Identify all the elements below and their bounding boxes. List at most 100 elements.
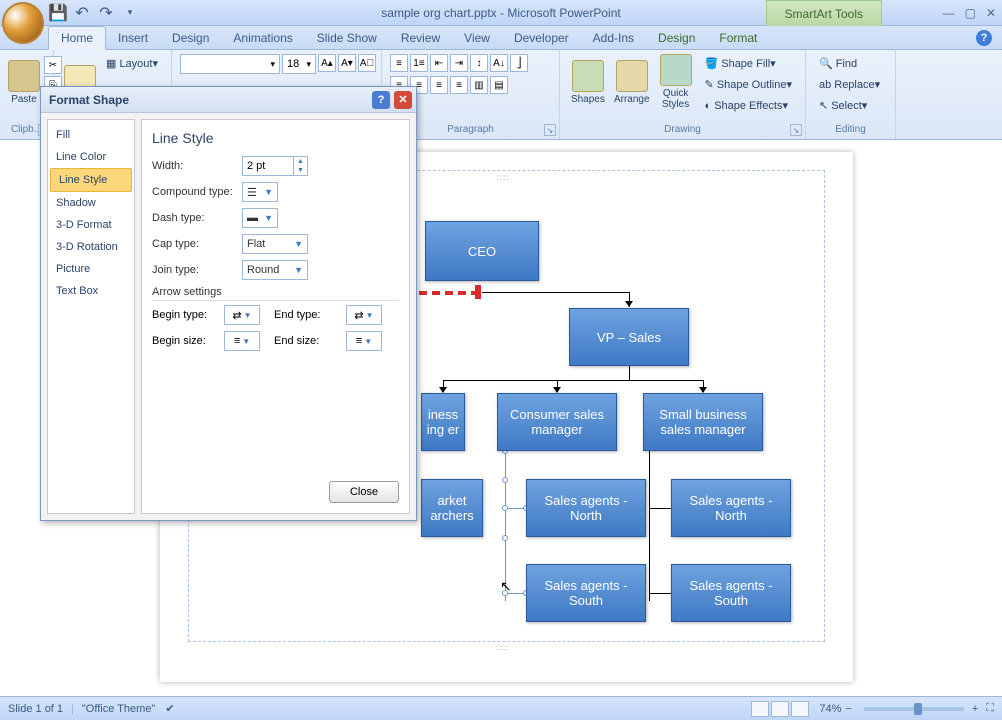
- end-size-dropdown[interactable]: ≡▼: [346, 331, 382, 351]
- columns-icon[interactable]: ▥: [470, 76, 488, 94]
- quick-styles-button[interactable]: Quick Styles: [656, 54, 696, 110]
- shape-fill-button[interactable]: 🪣 Shape Fill ▾: [700, 54, 797, 73]
- tab-slideshow[interactable]: Slide Show: [305, 27, 389, 49]
- connector-handle[interactable]: [502, 590, 508, 596]
- text-direction-icon[interactable]: A↓: [490, 54, 508, 72]
- bullets-icon[interactable]: ≡: [390, 54, 408, 72]
- width-input[interactable]: [243, 160, 293, 172]
- close-button[interactable]: Close: [329, 481, 399, 503]
- paragraph-launcher[interactable]: ↘: [544, 124, 556, 136]
- shrink-font-icon[interactable]: A▾: [338, 54, 356, 72]
- org-node-biz[interactable]: iness ing er: [421, 393, 465, 451]
- help-icon[interactable]: ?: [976, 30, 992, 46]
- tab-review[interactable]: Review: [389, 27, 452, 49]
- spin-down-icon[interactable]: ▼: [294, 166, 307, 175]
- cap-dropdown[interactable]: Flat▼: [242, 234, 308, 254]
- minimize-icon[interactable]: —: [943, 6, 955, 20]
- tab-addins[interactable]: Add-Ins: [581, 27, 646, 49]
- nav-3d-format[interactable]: 3-D Format: [48, 214, 134, 236]
- fit-window-icon[interactable]: ⛶: [986, 702, 994, 715]
- paste-button[interactable]: Paste: [8, 54, 40, 110]
- shape-outline-button[interactable]: ✎ Shape Outline ▾: [700, 75, 797, 94]
- close-window-icon[interactable]: ✕: [986, 6, 996, 20]
- frame-handle-bottom[interactable]: [497, 637, 517, 645]
- spin-up-icon[interactable]: ▲: [294, 157, 307, 166]
- org-node-vp[interactable]: VP – Sales: [569, 308, 689, 366]
- dialog-titlebar[interactable]: Format Shape ? ✕: [41, 87, 416, 113]
- nav-line-color[interactable]: Line Color: [48, 146, 134, 168]
- line-spacing-icon[interactable]: ↕: [470, 54, 488, 72]
- sorter-view-icon[interactable]: [771, 701, 789, 717]
- compound-dropdown[interactable]: ☰▼: [242, 182, 278, 202]
- justify-icon[interactable]: ≡: [450, 76, 468, 94]
- align-right-icon[interactable]: ≡: [430, 76, 448, 94]
- selected-connector[interactable]: [505, 451, 506, 601]
- slideshow-view-icon[interactable]: [791, 701, 809, 717]
- org-node-sbn[interactable]: Sales agents - North: [671, 479, 791, 537]
- zoom-slider[interactable]: [864, 707, 964, 711]
- nav-fill[interactable]: Fill: [48, 124, 134, 146]
- connector-handle[interactable]: [502, 535, 508, 541]
- zoom-out-icon[interactable]: −: [845, 703, 851, 715]
- zoom-in-icon[interactable]: +: [972, 703, 978, 715]
- nav-line-style[interactable]: Line Style: [50, 168, 132, 192]
- org-node-sbs[interactable]: Sales agents - South: [671, 564, 791, 622]
- drawing-launcher[interactable]: ↘: [790, 124, 802, 136]
- nav-text-box[interactable]: Text Box: [48, 280, 134, 302]
- redo-icon[interactable]: ↷: [98, 5, 114, 21]
- begin-size-dropdown[interactable]: ≡▼: [224, 331, 260, 351]
- numbering-icon[interactable]: 1≡: [410, 54, 428, 72]
- nav-3d-rotation[interactable]: 3-D Rotation: [48, 236, 134, 258]
- arrange-button[interactable]: Arrange: [612, 54, 652, 110]
- tab-animations[interactable]: Animations: [221, 27, 304, 49]
- tab-insert[interactable]: Insert: [106, 27, 160, 49]
- org-node-smb[interactable]: Small business sales manager: [643, 393, 763, 451]
- org-node-cons[interactable]: Consumer sales manager: [497, 393, 617, 451]
- nav-picture[interactable]: Picture: [48, 258, 134, 280]
- qat-dropdown-icon[interactable]: ▾: [122, 5, 138, 21]
- office-button[interactable]: [2, 2, 44, 44]
- convert-smartart-icon[interactable]: ▤: [490, 76, 508, 94]
- dialog-help-icon[interactable]: ?: [372, 91, 390, 109]
- grow-font-icon[interactable]: A▴: [318, 54, 336, 72]
- connector-handle[interactable]: [502, 505, 508, 511]
- tab-view[interactable]: View: [452, 27, 502, 49]
- save-icon[interactable]: 💾: [50, 5, 66, 21]
- font-family-dropdown[interactable]: ▾: [180, 54, 280, 74]
- begin-type-dropdown[interactable]: ⇄▼: [224, 305, 260, 325]
- spellcheck-icon[interactable]: ✔: [165, 702, 174, 715]
- tab-design[interactable]: Design: [160, 27, 221, 49]
- tab-smartart-design[interactable]: Design: [646, 27, 707, 49]
- decrease-indent-icon[interactable]: ⇤: [430, 54, 448, 72]
- connector-handle[interactable]: [502, 477, 508, 483]
- arrange-label: Arrange: [614, 94, 650, 105]
- maximize-icon[interactable]: ▢: [965, 6, 976, 20]
- normal-view-icon[interactable]: [751, 701, 769, 717]
- org-node-ceo[interactable]: CEO: [425, 221, 539, 281]
- align-text-icon[interactable]: ⎦: [510, 54, 528, 72]
- join-dropdown[interactable]: Round▼: [242, 260, 308, 280]
- shape-effects-button[interactable]: ◐ Shape Effects ▾: [700, 96, 797, 115]
- find-button[interactable]: 🔍 Find: [814, 54, 862, 73]
- tab-developer[interactable]: Developer: [502, 27, 581, 49]
- increase-indent-icon[interactable]: ⇥: [450, 54, 468, 72]
- org-node-css[interactable]: Sales agents - South: [526, 564, 646, 622]
- paste-label: Paste: [11, 94, 37, 105]
- shapes-button[interactable]: Shapes: [568, 54, 608, 110]
- dialog-close-icon[interactable]: ✕: [394, 91, 412, 109]
- tab-smartart-format[interactable]: Format: [707, 27, 769, 49]
- replace-button[interactable]: ab Replace ▾: [814, 75, 885, 94]
- nav-shadow[interactable]: Shadow: [48, 192, 134, 214]
- org-node-mkt[interactable]: arket archers: [421, 479, 483, 537]
- org-node-csn[interactable]: Sales agents - North: [526, 479, 646, 537]
- undo-icon[interactable]: ↶: [74, 5, 90, 21]
- end-type-dropdown[interactable]: ⇄▼: [346, 305, 382, 325]
- width-spinner[interactable]: ▲▼: [242, 156, 308, 176]
- clear-format-icon[interactable]: A⃠: [358, 54, 376, 72]
- select-button[interactable]: ↖ Select ▾: [814, 96, 872, 115]
- frame-handle-top[interactable]: [497, 167, 517, 175]
- tab-home[interactable]: Home: [48, 26, 106, 50]
- font-size-dropdown[interactable]: 18▾: [282, 54, 316, 74]
- layout-button[interactable]: ▦ Layout ▾: [101, 54, 163, 73]
- dash-dropdown[interactable]: ▬▼: [242, 208, 278, 228]
